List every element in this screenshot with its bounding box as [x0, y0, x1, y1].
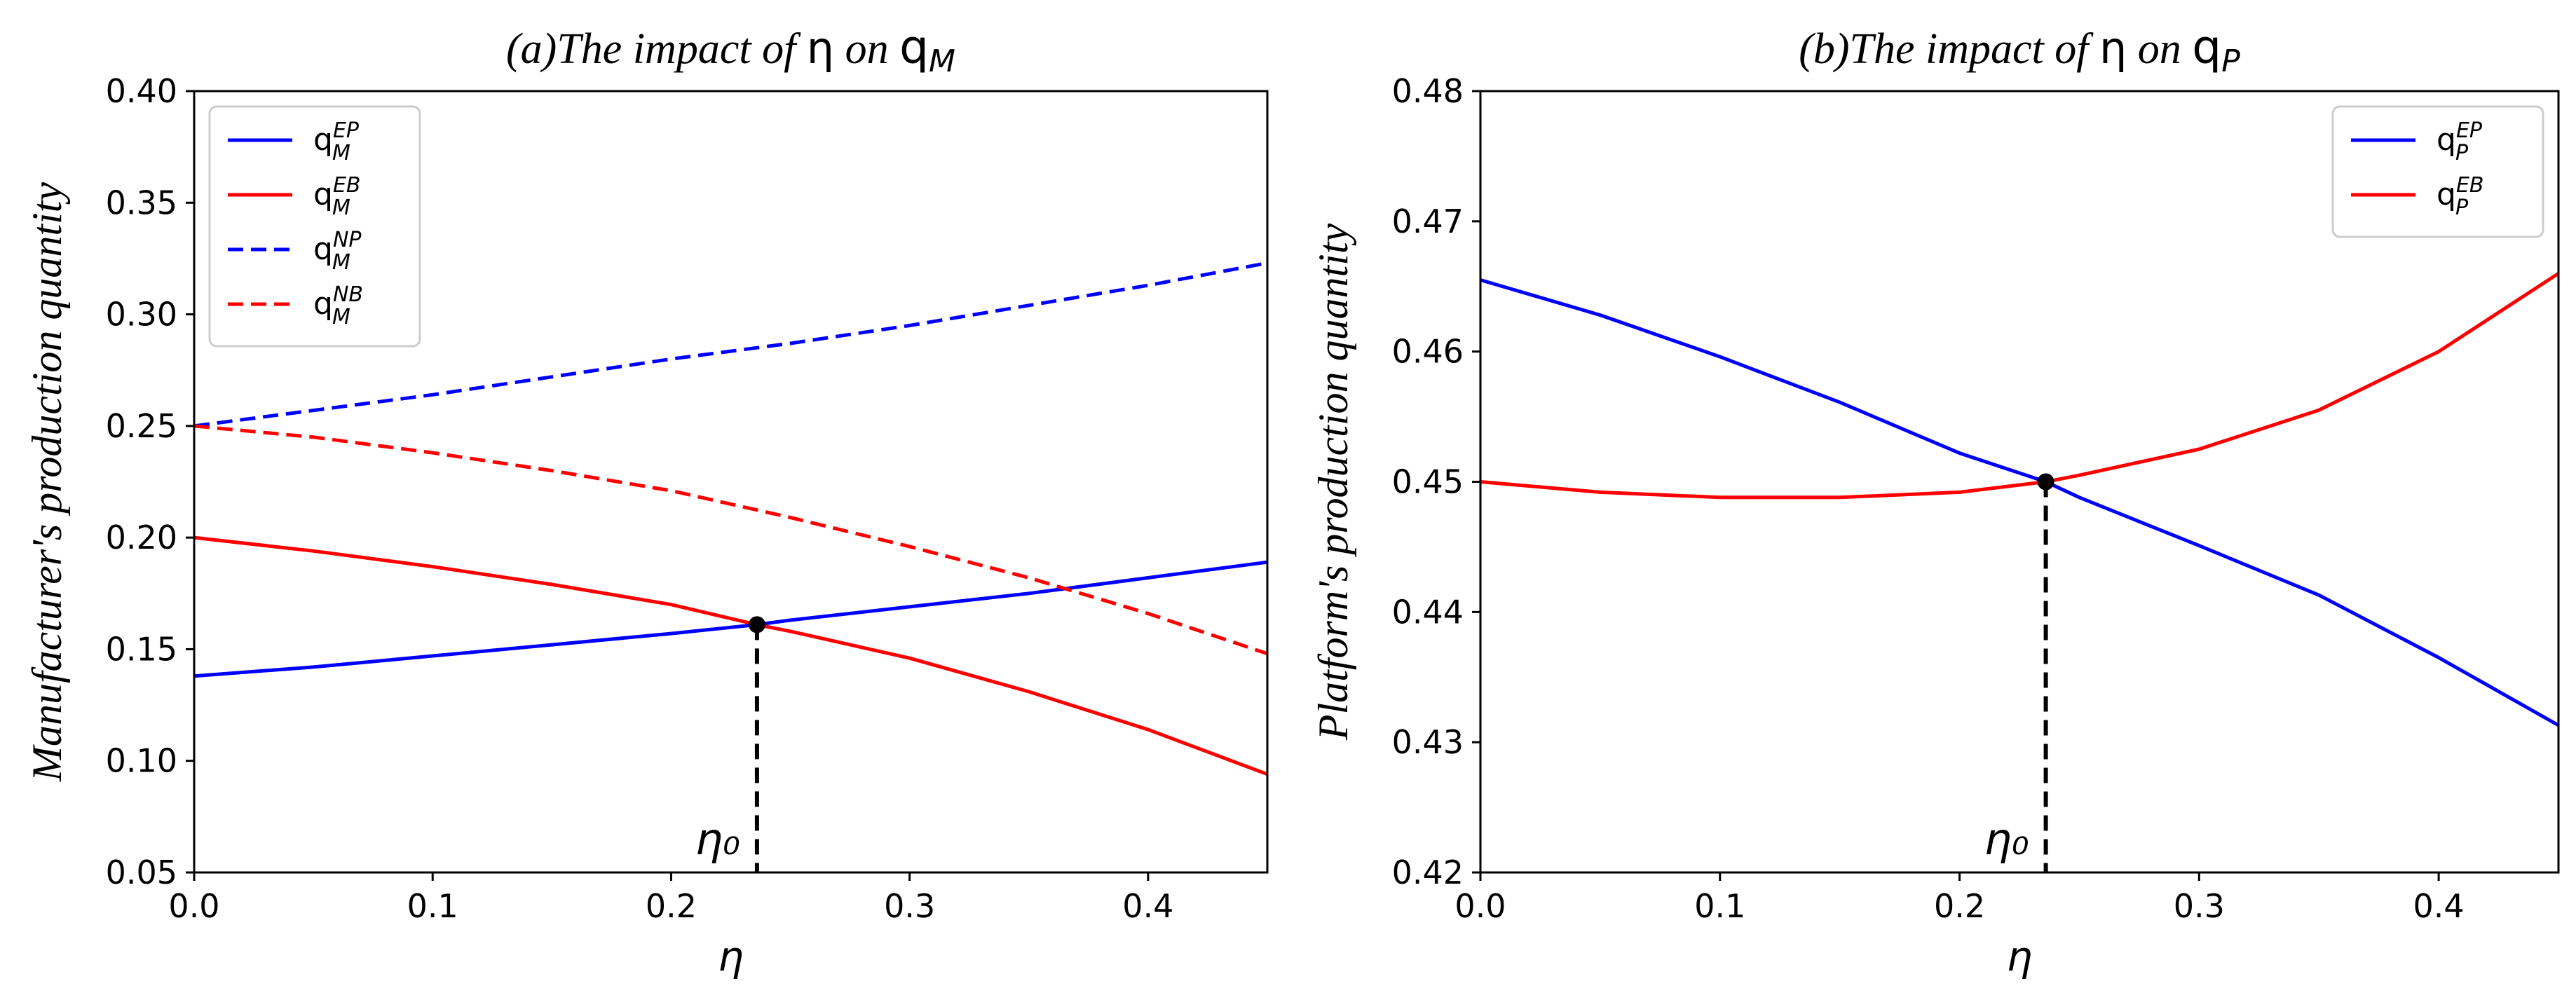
- x-tick-label: 0.1: [1694, 887, 1745, 925]
- legend-base: q: [2437, 122, 2456, 158]
- intersection-point: [748, 616, 765, 633]
- eta0-label: η₀: [695, 814, 740, 865]
- panel-a: η₀ 0.0 0.1 0.2 0.3 0.4 0.05 0.10 0.15 0.20 0.25 0.3…: [24, 20, 1269, 980]
- title-mid: on: [834, 25, 899, 73]
- title-eta: η: [2099, 22, 2127, 74]
- legend-label-nb: qNB M: [313, 282, 363, 329]
- y-tick-label: 0.10: [106, 742, 177, 780]
- y-tick-label: 0.47: [1392, 203, 1464, 240]
- title-prefix: (a)The impact of: [506, 25, 807, 73]
- panel-b: η₀ 0.0 0.1 0.2 0.3 0.4 0.42 0.43 0.44 0.45 0.46 0.4…: [1310, 20, 2560, 980]
- y-tick-label: 0.46: [1392, 333, 1464, 371]
- y-tick-label: 0.05: [106, 854, 177, 891]
- legend-sub: M: [332, 305, 350, 329]
- y-tick-label: 0.45: [1392, 463, 1464, 501]
- y-tick-label: 0.43: [1392, 723, 1464, 761]
- y-axis-label: Platform's production quantity: [1310, 224, 1356, 741]
- title-prefix: (b)The impact of: [1799, 25, 2099, 73]
- title-sub: P: [2221, 43, 2240, 79]
- x-tick-label: 0.2: [646, 887, 697, 925]
- legend-base: q: [2437, 177, 2456, 212]
- legend-sup: NP: [333, 228, 362, 252]
- x-tick-label: 0.2: [1934, 887, 1985, 925]
- y-tick-label: 0.35: [106, 184, 177, 221]
- x-tick-label: 0.4: [1122, 887, 1173, 925]
- legend-sub: P: [2455, 141, 2469, 165]
- y-tick-label: 0.25: [106, 407, 177, 445]
- chart-title: (b)The impact of η on qP: [1799, 20, 2240, 79]
- y-tick-label: 0.44: [1392, 593, 1464, 631]
- y-axis-label: Manufacturer's production quantity: [24, 182, 70, 782]
- x-tick-label: 0.1: [407, 887, 458, 925]
- legend-box: [208, 105, 421, 348]
- legend-sup: EP: [2456, 118, 2483, 143]
- legend-sub: M: [332, 196, 350, 220]
- y-tick-label: 0.42: [1392, 854, 1464, 891]
- x-tick-label: 0.0: [168, 887, 219, 925]
- legend-base: q: [313, 286, 333, 322]
- y-tick-label: 0.30: [106, 296, 177, 334]
- y-tick-label: 0.20: [106, 519, 177, 556]
- series-line-np: [193, 261, 1268, 428]
- legend-base: q: [313, 231, 333, 267]
- x-tick-label: 0.0: [1454, 887, 1506, 925]
- y-tick-label: 0.48: [1392, 72, 1464, 110]
- x-tick-label: 0.3: [2174, 887, 2225, 925]
- x-axis-label: η: [718, 933, 744, 980]
- legend-sub: M: [332, 141, 350, 165]
- title-var: q: [899, 20, 929, 74]
- legend-sup: NB: [333, 282, 363, 307]
- legend-label-np: qNP M: [313, 228, 362, 275]
- title-mid: on: [2127, 25, 2192, 73]
- legend-label-eb: qEB P: [2437, 173, 2483, 220]
- y-tick-label: 0.40: [106, 72, 177, 110]
- legend-sup: EB: [2456, 173, 2484, 198]
- x-axis-label: η: [2007, 933, 2033, 980]
- y-tick-label: 0.15: [106, 630, 177, 668]
- legend-sup: EB: [333, 173, 361, 198]
- legend-label-eb: qEB M: [313, 173, 360, 220]
- legend-sub: P: [2455, 196, 2469, 220]
- legend-label-ep: qEP P: [2437, 118, 2483, 165]
- x-tick-label: 0.3: [884, 887, 935, 925]
- axes-frame: [193, 90, 1269, 874]
- title-var: q: [2192, 20, 2221, 74]
- series-line-nb: [193, 424, 1268, 656]
- legend-base: q: [313, 177, 333, 212]
- title-eta: η: [807, 22, 834, 74]
- legend-sub: M: [332, 250, 350, 275]
- chart-title: (a)The impact of η on qM: [506, 20, 955, 79]
- legend-label-ep: qEP M: [313, 118, 360, 165]
- legend-sup: EP: [333, 118, 360, 143]
- eta0-label: η₀: [1984, 814, 2029, 865]
- x-tick-label: 0.4: [2413, 887, 2465, 925]
- intersection-point: [2037, 473, 2054, 491]
- legend-base: q: [313, 122, 333, 158]
- title-sub: M: [929, 43, 955, 79]
